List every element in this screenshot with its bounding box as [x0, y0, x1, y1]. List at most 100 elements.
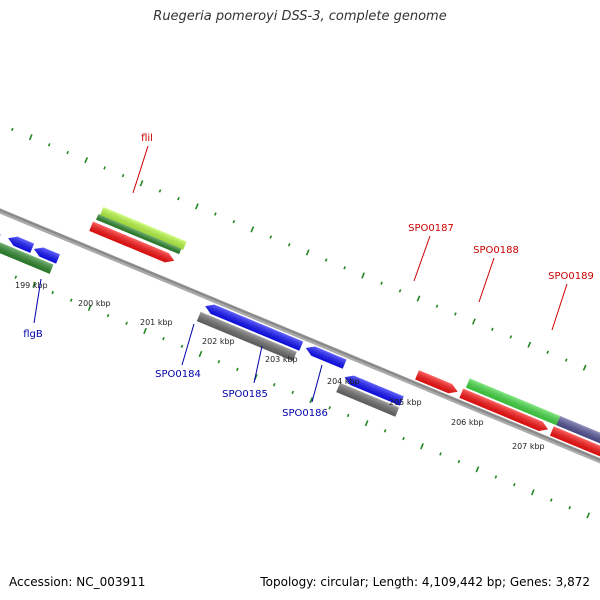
- tick-mark: [14, 275, 18, 279]
- tick-mark: [343, 266, 346, 270]
- gene-blue-2-shading: [8, 236, 35, 253]
- gene-spo0186-blue: [344, 375, 404, 406]
- gene-blue-3: [34, 247, 60, 264]
- gene-spo0188-red: [459, 388, 549, 431]
- gene-green-1: [0, 242, 54, 274]
- tick-mark: [32, 281, 37, 288]
- gene-label-spo0189: SPO0189: [548, 271, 594, 282]
- leader-line-flgb: [33, 278, 42, 324]
- leader-line-flil: [132, 145, 149, 194]
- tick-mark: [494, 475, 498, 479]
- tick-marks: [10, 127, 591, 519]
- tick-mark: [103, 166, 106, 170]
- tick-mark: [291, 390, 295, 395]
- tick-mark: [471, 318, 476, 325]
- tick-mark: [69, 298, 73, 302]
- tick-mark: [491, 327, 494, 331]
- gene-spo0185-blue-shading: [305, 346, 347, 369]
- tick-mark: [143, 327, 147, 335]
- gene-blue-3-shading: [34, 247, 60, 264]
- tick-mark: [139, 180, 144, 187]
- tick-mark: [402, 436, 405, 441]
- gene-spo0185-blue: [305, 346, 347, 369]
- map-title: Ruegeria pomeroyi DSS-3, complete genome: [153, 9, 447, 24]
- leader-line-spo0187: [413, 235, 431, 282]
- gene-flil-red: [89, 221, 175, 263]
- gene-spo0184-blue-shading: [205, 304, 304, 351]
- tick-mark: [47, 143, 51, 147]
- gene-flil-lime-shading: [100, 206, 187, 250]
- leader-line-spo0186: [311, 364, 323, 403]
- tick-mark: [416, 295, 421, 302]
- kbp-label: 207 kbp: [512, 442, 545, 451]
- tick-mark: [236, 367, 239, 372]
- tick-mark: [198, 350, 203, 358]
- tick-mark: [398, 289, 402, 293]
- gene-blue-2: [8, 236, 35, 253]
- tick-mark: [250, 226, 255, 233]
- gene-spo0186-gray: [336, 382, 400, 417]
- tick-mark: [509, 335, 513, 339]
- tick-mark: [287, 243, 291, 247]
- tick-mark: [380, 281, 383, 285]
- tick-mark: [121, 173, 125, 178]
- tick-mark: [272, 383, 276, 387]
- tick-mark: [457, 459, 461, 464]
- kbp-label: 204 kbp: [327, 377, 360, 386]
- tick-mark: [106, 313, 110, 318]
- gene-flil-red-shading: [89, 221, 175, 263]
- tick-mark: [383, 429, 387, 433]
- kbp-label: 201 kbp: [140, 318, 173, 327]
- tick-mark: [28, 134, 33, 141]
- tick-mark: [51, 290, 55, 295]
- tick-mark: [324, 258, 328, 262]
- kbp-label: 200 kbp: [78, 299, 111, 308]
- tick-mark: [568, 506, 572, 510]
- accession-text: Accession: NC_003911: [9, 575, 146, 589]
- labels: 199 kbp 200 kbp 201 kbp 202 kbp 203 kbp 204 k…: [15, 133, 594, 451]
- gene-spo0184-gray-shading: [196, 311, 297, 362]
- tick-mark: [420, 443, 424, 450]
- tick-mark: [328, 406, 331, 410]
- tick-mark: [10, 127, 14, 132]
- gene-spo0186-gray-shading: [336, 382, 400, 417]
- gene-spo0188-lg-shading: [465, 378, 561, 426]
- gene-label-flil: flil: [141, 133, 153, 144]
- tick-mark: [454, 312, 457, 316]
- gene-spo0188-lg: [465, 378, 561, 426]
- gene-spo0189-purp: [556, 416, 600, 453]
- gene-label-spo0186: SPO0186: [282, 408, 328, 419]
- gene-spo0188-red-shading: [459, 388, 549, 431]
- tick-mark: [475, 466, 480, 473]
- tick-mark: [87, 304, 92, 311]
- leader-line-spo0188: [478, 257, 495, 303]
- gene-spo0189-purp-shading: [556, 416, 600, 453]
- gene-label-spo0184: SPO0184: [155, 369, 201, 380]
- tick-mark: [364, 420, 369, 427]
- tick-mark: [269, 235, 273, 239]
- tick-mark: [232, 219, 236, 224]
- gene-spo0187-red: [415, 370, 458, 394]
- tick-mark: [527, 341, 532, 348]
- gene-spo0186-blue-shading: [344, 375, 404, 406]
- tick-mark: [180, 344, 184, 349]
- tick-mark: [309, 397, 314, 404]
- gene-spo0184-blue: [205, 304, 304, 351]
- backbone: [0, 208, 600, 464]
- tick-mark: [361, 272, 365, 279]
- topology-text: Topology: circular; Length: 4,109,442 bp…: [260, 575, 590, 589]
- tick-mark: [530, 489, 535, 496]
- gene-blue-1: [0, 219, 1, 237]
- gene-flil-green: [96, 214, 182, 255]
- leader-line-spo0189: [551, 283, 568, 331]
- gene-blue-1-shading: [0, 219, 1, 237]
- tick-mark: [177, 196, 180, 201]
- gene-label-flgb: flgB: [23, 329, 43, 340]
- tick-mark: [549, 498, 553, 502]
- gene-flil-lime: [100, 206, 187, 250]
- tick-mark: [214, 212, 217, 216]
- tick-mark: [586, 512, 591, 519]
- gene-label-spo0185: SPO0185: [222, 389, 268, 400]
- kbp-label: 206 kbp: [451, 418, 484, 427]
